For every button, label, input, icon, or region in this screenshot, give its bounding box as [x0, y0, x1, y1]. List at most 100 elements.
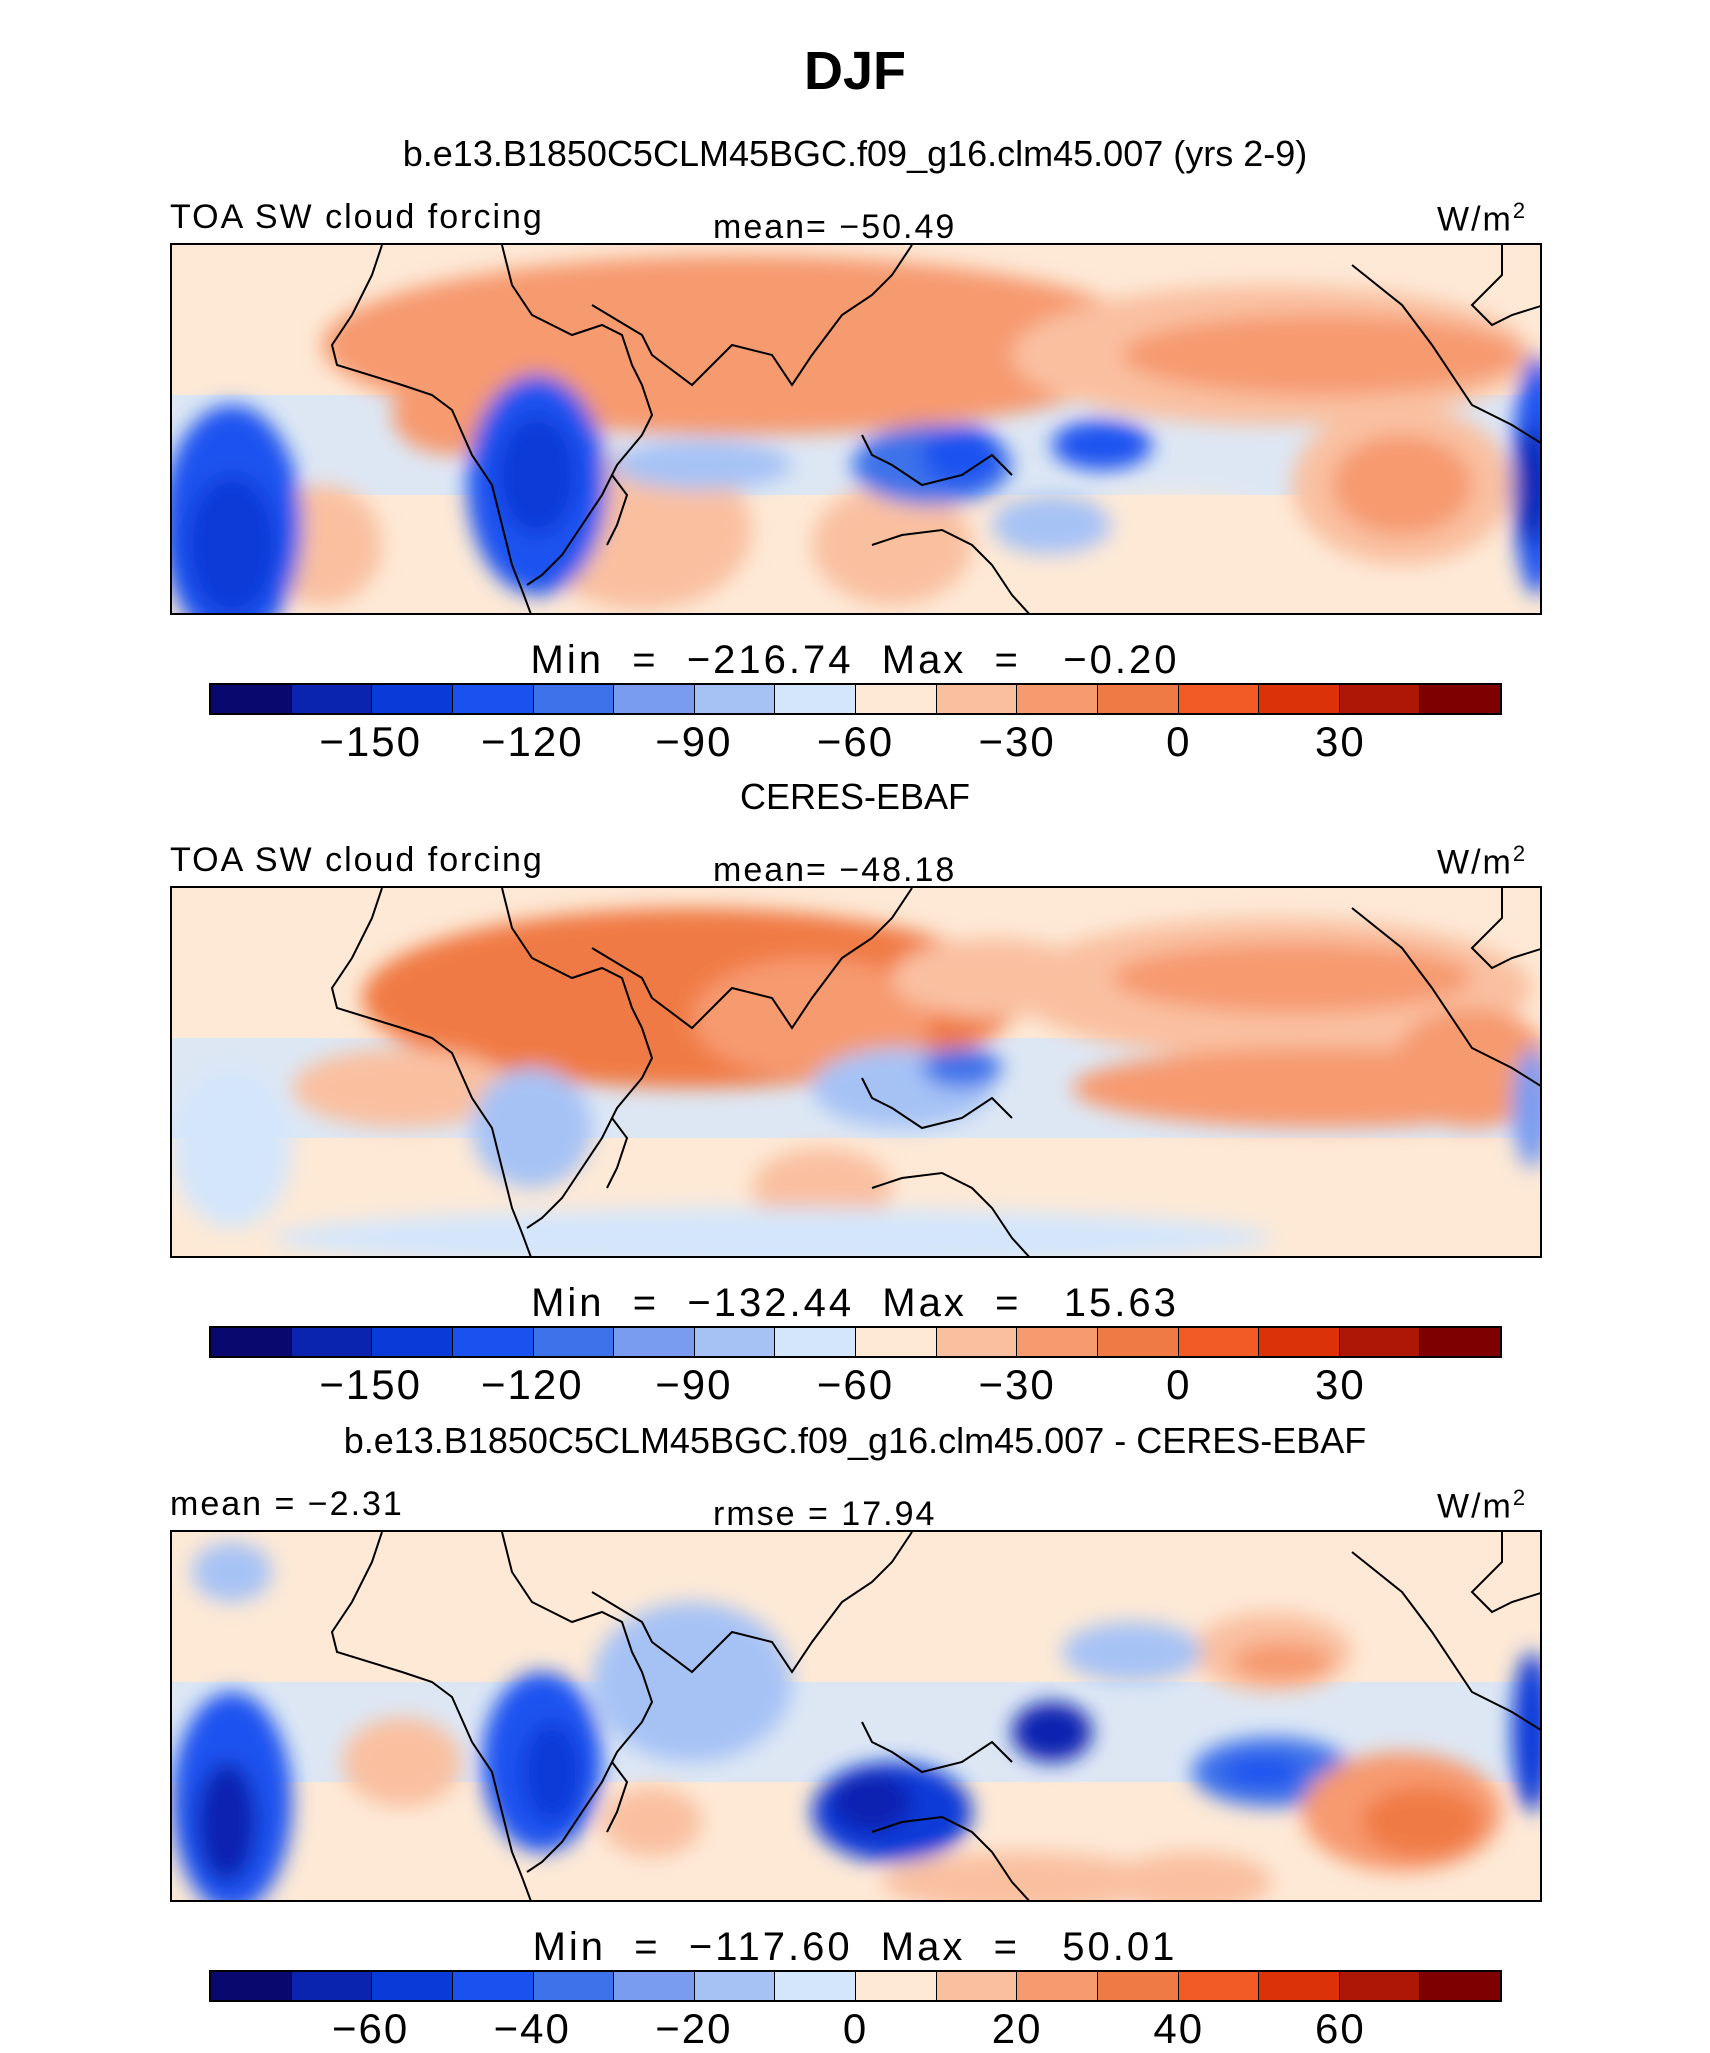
- colorbar-tick-label: 0: [842, 2005, 869, 2052]
- coastline: [861, 434, 1013, 487]
- units-superscript: 2: [1512, 198, 1528, 223]
- colorbar-swatch: [775, 1972, 856, 2000]
- contour-region: [612, 440, 792, 490]
- colorbar-swatch: [291, 1328, 373, 1356]
- contour-region: [292, 1048, 512, 1128]
- contour-region: [1062, 1622, 1202, 1682]
- coastline: [591, 1532, 913, 1674]
- colorbar-swatch: [936, 1328, 1018, 1356]
- colorbar-tick-label: −60: [332, 2005, 410, 2052]
- contour-region: [1222, 1757, 1302, 1787]
- coastline: [861, 1721, 1013, 1774]
- contour-region: [472, 1068, 592, 1188]
- coastline: [861, 1077, 1013, 1130]
- contour-region: [192, 1542, 272, 1602]
- contour-region: [522, 1722, 582, 1822]
- colorbar: [209, 1970, 1502, 2002]
- contour-region: [1112, 943, 1472, 1013]
- contour-region: [1512, 1048, 1540, 1168]
- coastline: [1470, 1532, 1540, 1614]
- colorbar-swatch: [694, 1328, 776, 1356]
- min-max-label: Min = −216.74 Max = −0.20: [530, 638, 1180, 682]
- colorbar-swatch: [694, 685, 776, 713]
- panel-header: b.e13.B1850C5CLM45BGC.f09_g16.clm45.007 …: [343, 1420, 1367, 1461]
- colorbar-tick-label: 40: [1153, 2005, 1205, 2052]
- colorbar-swatch: [1017, 1972, 1098, 2000]
- colorbar-tick-label: −90: [655, 718, 733, 765]
- contour-region: [272, 1208, 1272, 1256]
- colorbar-swatch: [291, 1972, 373, 2000]
- colorbar-tick-label: 0: [1166, 718, 1192, 765]
- panel-left-label: mean = −2.31: [170, 1485, 404, 1523]
- colorbar-tick-label: −60: [816, 1361, 895, 1408]
- contour-map: [170, 1530, 1542, 1902]
- contour-region: [1232, 1642, 1332, 1682]
- colorbar-tick-label: 60: [1315, 2005, 1366, 2052]
- colorbar-swatch: [372, 1328, 453, 1356]
- contour-region: [812, 485, 972, 605]
- min-max-label: Min = −132.44 Max = 15.63: [531, 1281, 1179, 1325]
- coastline: [330, 245, 532, 613]
- colorbar-swatch: [291, 685, 373, 713]
- panel-center-label: mean= −50.49: [713, 208, 957, 246]
- colorbar: [209, 683, 1502, 715]
- colorbar-swatch: [775, 1328, 856, 1356]
- colorbar-swatch: [533, 685, 615, 713]
- colorbar-swatch: [1017, 1328, 1098, 1356]
- colorbar-tick-label: 30: [1315, 1361, 1366, 1408]
- contour-region: [1512, 1652, 1540, 1812]
- colorbar: [209, 1326, 1502, 1358]
- colorbar-tick-label: −20: [655, 2005, 733, 2052]
- colorbar-swatch: [694, 1972, 776, 2000]
- coastline: [606, 1117, 629, 1189]
- contour-region: [692, 958, 932, 1078]
- colorbar-swatch: [1178, 1328, 1260, 1356]
- coastline: [871, 1171, 1030, 1256]
- coastline: [871, 528, 1030, 613]
- colorbar-swatch: [856, 1328, 937, 1356]
- panel-header: b.e13.B1850C5CLM45BGC.f09_g16.clm45.007 …: [402, 133, 1308, 174]
- colorbar-swatch: [452, 1328, 534, 1356]
- colorbar-swatch: [775, 685, 856, 713]
- colorbar-swatch: [1420, 685, 1500, 713]
- coastline: [1470, 245, 1540, 327]
- colorbar-swatch: [1420, 1328, 1500, 1356]
- coastline: [330, 1532, 532, 1900]
- contour-region: [172, 1068, 292, 1228]
- units-text: W/m: [1437, 200, 1513, 239]
- units-superscript: 2: [1512, 841, 1528, 866]
- colorbar-swatch: [856, 1972, 937, 2000]
- contour-region: [1122, 315, 1522, 395]
- contour-region: [992, 495, 1112, 555]
- colorbar-swatch: [372, 1972, 453, 2000]
- coastline: [501, 245, 654, 586]
- colorbar-swatch: [1339, 1328, 1421, 1356]
- colorbar-swatch: [1097, 1972, 1179, 2000]
- colorbar-swatch: [1097, 1328, 1179, 1356]
- map-field: [172, 1532, 1540, 1900]
- colorbar-tick-label: −120: [480, 718, 584, 765]
- coastline: [501, 1532, 654, 1873]
- colorbar-swatch: [1339, 685, 1421, 713]
- colorbar-swatch: [1178, 685, 1260, 713]
- coastline: [1351, 264, 1540, 444]
- colorbar-tick-label: −30: [978, 718, 1056, 765]
- coastline: [606, 1761, 629, 1833]
- colorbar-swatch: [533, 1328, 615, 1356]
- panel-header: CERES-EBAF: [739, 776, 971, 817]
- contour-region: [497, 415, 577, 535]
- colorbar-tick-label: −90: [655, 1361, 733, 1408]
- contour-region: [922, 1048, 1002, 1088]
- min-max-label: Min = −117.60 Max = 50.01: [532, 1925, 1178, 1969]
- colorbar-swatch: [372, 685, 453, 713]
- colorbar-tick-label: 20: [991, 2005, 1043, 2052]
- contour-region: [602, 1787, 702, 1857]
- coastline: [1351, 907, 1540, 1087]
- units-label: W/m2: [1437, 1485, 1527, 1526]
- units-label: W/m2: [1437, 841, 1527, 882]
- colorbar-tick-label: −60: [816, 718, 895, 765]
- panel-left-label: TOA SW cloud forcing: [170, 841, 544, 879]
- colorbar-swatch: [1259, 1972, 1340, 2000]
- units-text: W/m: [1437, 843, 1513, 882]
- contour-region: [922, 425, 1002, 485]
